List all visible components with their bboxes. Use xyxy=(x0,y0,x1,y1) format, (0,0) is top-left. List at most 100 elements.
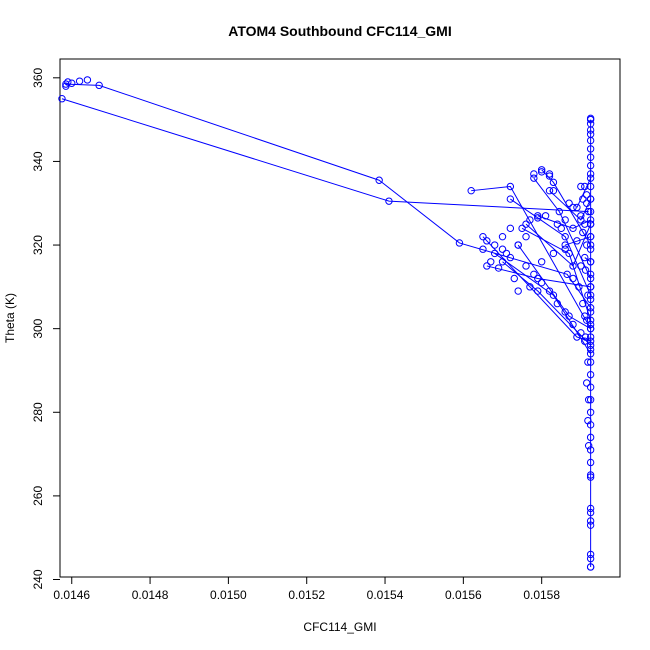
data-point xyxy=(545,172,554,180)
y-tick-label: 360 xyxy=(31,67,45,87)
y-axis-label: Theta (K) xyxy=(3,293,17,343)
series-line xyxy=(510,198,592,296)
data-point xyxy=(586,504,595,513)
data-point xyxy=(561,245,569,253)
data-point xyxy=(586,433,595,442)
y-axis: 240 260 280 300 320 340 360 xyxy=(31,67,60,590)
data-point xyxy=(586,245,595,253)
data-point xyxy=(483,262,491,270)
series-points xyxy=(58,76,595,571)
data-point xyxy=(573,333,581,341)
data-point xyxy=(573,237,581,245)
data-point xyxy=(557,224,565,233)
data-point xyxy=(586,241,595,249)
data-point xyxy=(494,264,503,272)
data-point xyxy=(561,308,569,316)
data-point xyxy=(565,199,573,207)
series-line xyxy=(486,265,591,288)
data-point xyxy=(586,473,595,481)
data-point xyxy=(563,270,571,279)
data-point xyxy=(62,82,70,90)
data-point xyxy=(68,79,76,87)
data-point xyxy=(586,521,595,529)
x-axis: 0.0146 0.0148 0.0150 0.0152 0.0154 0.0156 0.01… xyxy=(53,577,560,602)
data-point xyxy=(581,253,589,262)
series-line xyxy=(537,215,591,229)
y-tick-label: 240 xyxy=(31,569,45,589)
data-point xyxy=(555,207,563,216)
data-point xyxy=(530,174,538,182)
data-point xyxy=(584,207,593,216)
data-point xyxy=(586,341,595,350)
data-point xyxy=(467,186,475,195)
data-point xyxy=(522,220,530,228)
data-point xyxy=(534,274,542,283)
data-point xyxy=(586,554,595,563)
x-tick-label: 0.0146 xyxy=(53,588,90,602)
data-point xyxy=(586,408,595,416)
data-point xyxy=(561,216,569,224)
data-point xyxy=(586,220,595,228)
chart-title: ATOM4 Southbound CFC114_GMI xyxy=(228,23,452,39)
data-point xyxy=(579,228,587,237)
data-point xyxy=(569,274,577,283)
series-line xyxy=(517,244,591,330)
data-point xyxy=(579,195,587,203)
data-point xyxy=(586,274,595,283)
data-point xyxy=(584,396,593,404)
data-point xyxy=(522,232,530,241)
data-point xyxy=(586,358,595,366)
data-point xyxy=(479,232,487,241)
data-point xyxy=(586,383,595,391)
data-point xyxy=(565,312,573,320)
data-point xyxy=(455,239,464,247)
data-point xyxy=(553,220,562,228)
data-point xyxy=(586,316,595,324)
data-point xyxy=(583,191,591,199)
data-point xyxy=(506,224,515,233)
data-point xyxy=(586,145,595,153)
data-point xyxy=(577,216,585,224)
data-point xyxy=(514,287,522,295)
data-point xyxy=(583,379,591,387)
data-point xyxy=(490,249,499,258)
series-line xyxy=(471,185,592,329)
x-tick-label: 0.0154 xyxy=(367,588,404,602)
data-point xyxy=(581,337,589,345)
data-point xyxy=(586,471,595,479)
data-point xyxy=(83,76,92,84)
data-point xyxy=(522,262,530,270)
data-point xyxy=(586,291,595,299)
data-point xyxy=(510,274,518,283)
data-point xyxy=(518,224,526,233)
data-point xyxy=(581,220,589,228)
data-point xyxy=(541,212,550,220)
data-point xyxy=(586,283,595,291)
series-line xyxy=(541,169,592,246)
data-point xyxy=(526,283,534,291)
data-point xyxy=(561,232,569,241)
x-tick-label: 0.0156 xyxy=(445,588,482,602)
data-point xyxy=(502,249,511,258)
data-point xyxy=(530,270,538,279)
data-point xyxy=(375,176,383,184)
data-point xyxy=(569,224,577,233)
data-point xyxy=(586,126,595,134)
data-point xyxy=(586,517,595,525)
data-point xyxy=(586,508,595,517)
data-point xyxy=(549,178,558,187)
data-point xyxy=(506,253,515,262)
data-point xyxy=(537,166,546,174)
data-point xyxy=(506,182,515,191)
data-point xyxy=(537,278,546,287)
y-tick-label: 320 xyxy=(31,235,45,255)
data-point xyxy=(586,345,595,354)
data-point xyxy=(586,174,595,182)
x-tick-label: 0.0158 xyxy=(523,588,560,602)
series-line xyxy=(521,227,592,321)
data-point xyxy=(581,266,590,274)
data-point xyxy=(549,291,558,299)
data-point xyxy=(586,320,595,329)
data-point xyxy=(579,299,587,308)
x-tick-label: 0.0148 xyxy=(132,588,169,602)
